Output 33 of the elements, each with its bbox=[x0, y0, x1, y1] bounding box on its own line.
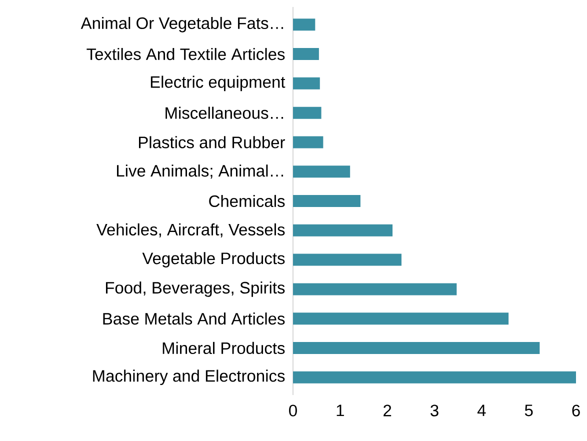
x-tick-label: 2 bbox=[384, 404, 392, 416]
bar bbox=[293, 106, 322, 119]
bar bbox=[293, 195, 360, 208]
y-tick-label: Miscellaneous… bbox=[166, 106, 284, 119]
bar bbox=[293, 254, 402, 266]
y-tick-label: Animal Or Vegetable Fats… bbox=[80, 16, 284, 32]
bar bbox=[293, 371, 576, 384]
y-tick-label: Vehicles, Aircraft, Vessels bbox=[96, 223, 285, 238]
y-tick-label: Vegetable Products bbox=[142, 252, 285, 268]
x-tick-label: 6 bbox=[572, 404, 580, 416]
x-tick-label: 4 bbox=[477, 404, 486, 416]
y-tick-label: Textiles And Textile Articles bbox=[86, 48, 285, 60]
y-tick-label: Live Animals; Animal… bbox=[117, 164, 284, 179]
bar bbox=[293, 166, 350, 178]
bar bbox=[293, 18, 316, 31]
bar bbox=[293, 224, 393, 236]
y-tick-label: Electric equipment bbox=[150, 76, 286, 92]
y-tick-label: Plastics and Rubber bbox=[138, 136, 285, 148]
x-tick-label: 5 bbox=[524, 404, 533, 416]
y-tick-label: Machinery and Electronics bbox=[93, 370, 285, 386]
y-tick-label: Mineral Products bbox=[162, 342, 285, 354]
y-tick-label: Chemicals bbox=[209, 194, 285, 208]
y-tick-label: Food, Beverages, Spirits bbox=[106, 282, 285, 297]
x-tick-label: 0 bbox=[289, 404, 297, 416]
x-tick-label: 1 bbox=[336, 404, 344, 416]
bar bbox=[293, 283, 457, 296]
x-tick-label: 3 bbox=[430, 404, 438, 416]
bar bbox=[293, 48, 319, 60]
bar bbox=[293, 312, 509, 325]
bar bbox=[293, 342, 540, 354]
bar bbox=[293, 136, 324, 148]
y-tick-label: Base Metals And Articles bbox=[103, 312, 285, 325]
bar bbox=[293, 77, 320, 90]
